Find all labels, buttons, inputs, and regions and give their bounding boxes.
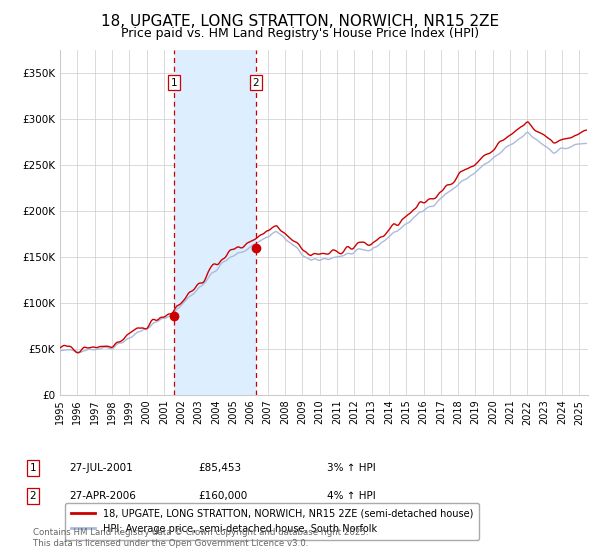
Text: 2: 2 (253, 77, 259, 87)
Text: Price paid vs. HM Land Registry's House Price Index (HPI): Price paid vs. HM Land Registry's House … (121, 27, 479, 40)
Text: 27-APR-2006: 27-APR-2006 (69, 491, 136, 501)
Legend: 18, UPGATE, LONG STRATTON, NORWICH, NR15 2ZE (semi-detached house), HPI: Average: 18, UPGATE, LONG STRATTON, NORWICH, NR15… (65, 503, 479, 539)
Text: £85,453: £85,453 (198, 463, 241, 473)
Text: Contains HM Land Registry data © Crown copyright and database right 2025.
This d: Contains HM Land Registry data © Crown c… (33, 528, 368, 548)
Text: 1: 1 (170, 77, 177, 87)
Text: £160,000: £160,000 (198, 491, 247, 501)
Bar (174, 50, 256, 395)
Text: 3% ↑ HPI: 3% ↑ HPI (327, 463, 376, 473)
Text: 4% ↑ HPI: 4% ↑ HPI (327, 491, 376, 501)
Text: 1: 1 (29, 463, 37, 473)
Text: 27-JUL-2001: 27-JUL-2001 (69, 463, 133, 473)
Text: 18, UPGATE, LONG STRATTON, NORWICH, NR15 2ZE: 18, UPGATE, LONG STRATTON, NORWICH, NR15… (101, 14, 499, 29)
Text: 2: 2 (29, 491, 37, 501)
